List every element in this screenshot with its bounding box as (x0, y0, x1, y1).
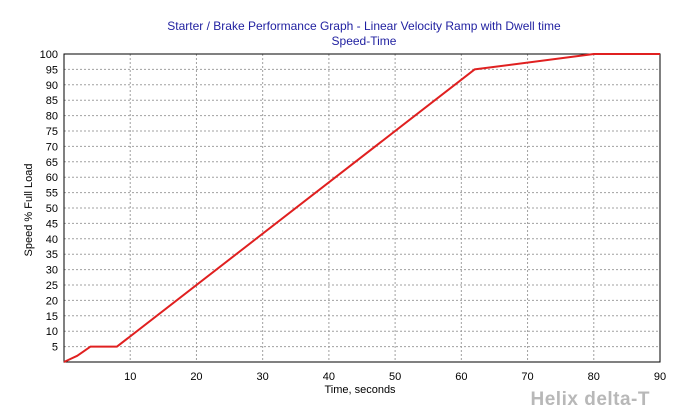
y-tick-label: 70 (46, 141, 58, 153)
x-tick-label: 20 (190, 371, 202, 383)
y-tick-label: 90 (46, 80, 58, 92)
y-tick-label: 35 (46, 249, 58, 261)
y-tick-label: 15 (46, 311, 58, 323)
watermark-logo: Helix delta-T (530, 389, 650, 410)
x-tick-label: 50 (389, 371, 401, 383)
y-tick-label: 60 (46, 172, 58, 184)
y-tick-label: 100 (40, 49, 58, 61)
y-tick-label: 10 (46, 326, 58, 338)
y-tick-label: 65 (46, 157, 58, 169)
y-tick-label: 55 (46, 188, 58, 200)
x-tick-label: 10 (124, 371, 136, 383)
plot-frame (63, 53, 661, 363)
y-tick-label: 45 (46, 218, 58, 230)
x-tick-label: 40 (323, 371, 335, 383)
y-tick-label: 75 (46, 126, 58, 138)
x-tick-label: 80 (588, 371, 600, 383)
x-axis-label: Time, seconds (324, 384, 396, 396)
chart-subtitle: Speed-Time (331, 34, 397, 48)
chart-title: Starter / Brake Performance Graph - Line… (167, 19, 561, 33)
x-tick-label: 70 (521, 371, 533, 383)
y-tick-label: 25 (46, 280, 58, 292)
y-tick-label: 20 (46, 295, 58, 307)
y-tick-label: 85 (46, 95, 58, 107)
y-tick-label: 50 (46, 203, 58, 215)
y-tick-label: 30 (46, 265, 58, 277)
x-tick-label: 60 (455, 371, 467, 383)
x-tick-label: 90 (654, 371, 666, 383)
x-tick-label: 30 (257, 371, 269, 383)
y-tick-label: 40 (46, 234, 58, 246)
y-tick-label: 95 (46, 64, 58, 76)
y-tick-label: 5 (52, 342, 58, 354)
y-axis-label: Speed % Full Load (23, 164, 35, 257)
series-line (63, 53, 660, 363)
y-tick-label: 80 (46, 111, 58, 123)
